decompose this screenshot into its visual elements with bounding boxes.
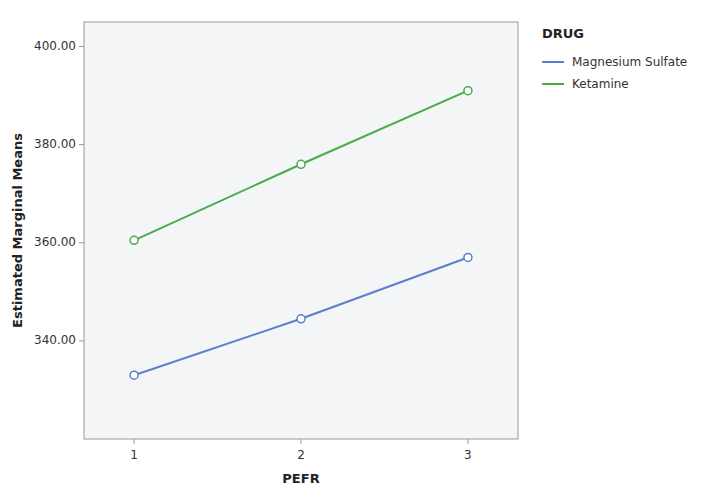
x-tick-label: 2 — [297, 448, 305, 462]
plot-frame — [84, 22, 518, 439]
y-tick-label: 380.00 — [34, 137, 76, 151]
x-tick-label: 1 — [130, 448, 138, 462]
x-axis-label: PEFR — [282, 471, 319, 486]
x-tick-label: 3 — [464, 448, 472, 462]
x-tick — [134, 439, 135, 444]
point — [464, 253, 472, 261]
plot-area — [84, 22, 518, 439]
legend-label: Magnesium Sulfate — [572, 55, 687, 69]
series-group — [130, 87, 472, 380]
y-tick-label: 360.00 — [34, 235, 76, 249]
legend-swatch — [542, 83, 564, 85]
x-tick — [301, 439, 302, 444]
series-line — [134, 257, 468, 375]
y-tick-label: 340.00 — [34, 333, 76, 347]
legend-swatch — [542, 61, 564, 63]
x-tick — [467, 439, 468, 444]
chart: 340.00 360.00 380.00 400.00 1 2 3 PEFR Estimated… — [0, 0, 708, 495]
y-tick-label: 400.00 — [34, 39, 76, 53]
y-axis-label: Estimated Marginal Means — [10, 133, 25, 328]
legend-label: Ketamine — [572, 77, 629, 91]
y-tick — [79, 242, 84, 243]
point — [297, 315, 305, 323]
series-line — [134, 91, 468, 241]
point — [130, 236, 138, 244]
point — [464, 87, 472, 95]
y-tick — [79, 46, 84, 47]
point — [297, 160, 305, 168]
y-tick — [79, 340, 84, 341]
point — [130, 371, 138, 379]
legend: DRUG Magnesium Sulfate Ketamine — [542, 26, 687, 91]
y-tick — [79, 144, 84, 145]
legend-title: DRUG — [542, 26, 584, 41]
